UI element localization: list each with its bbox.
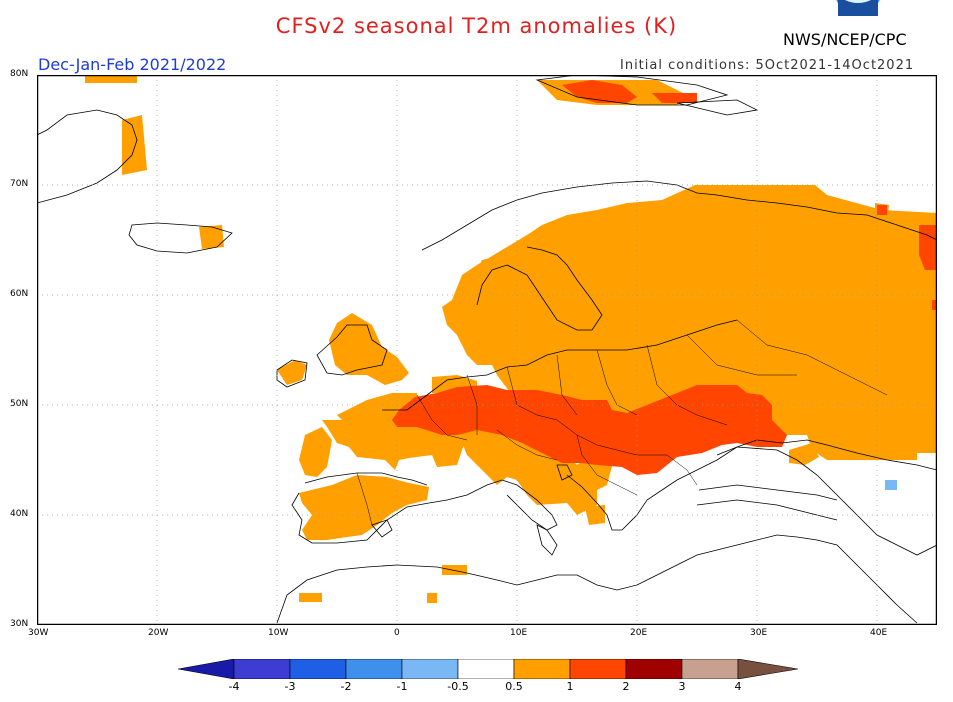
colorbar-label: 1 (566, 680, 574, 693)
lat-tick-label: 80N (10, 69, 29, 79)
coastlines (37, 75, 937, 624)
agency-label: NWS/NCEP/CPC (783, 30, 907, 49)
lat-tick-label: 40N (10, 509, 29, 519)
lon-tick-label: 10E (510, 628, 528, 638)
colorbar-label: -3 (284, 680, 296, 693)
colorbar-label: 2 (622, 680, 630, 693)
lon-tick-label: 30W (28, 628, 49, 638)
graticule (37, 75, 937, 625)
colorbar-label: 4 (734, 680, 742, 693)
lon-tick-label: 30E (750, 628, 768, 638)
colorbar-label: -1 (396, 680, 408, 693)
borders (356, 319, 888, 526)
lat-tick-label: 30N (10, 619, 29, 629)
anomaly-fill-0.5-1 (85, 75, 937, 603)
colorbar (178, 659, 798, 679)
season-label: Dec-Jan-Feb 2021/2022 (38, 55, 227, 74)
lat-tick-label: 50N (10, 399, 29, 409)
lon-tick-label: 20E (630, 628, 648, 638)
lon-tick-label: 20W (148, 628, 169, 638)
anomaly-fill-negative (885, 480, 897, 490)
lat-tick-label: 60N (10, 289, 29, 299)
colorbar-label: 3 (678, 680, 686, 693)
lon-tick-label: 40E (870, 628, 888, 638)
colorbar-label: 0.5 (505, 680, 523, 693)
lat-tick-label: 70N (10, 179, 29, 189)
anomaly-map (37, 75, 937, 625)
colorbar-label: -4 (228, 680, 240, 693)
noaa-logo-icon (836, 0, 880, 16)
colorbar-label: -2 (340, 680, 352, 693)
lon-tick-label: 10W (268, 628, 289, 638)
chart-title: CFSv2 seasonal T2m anomalies (K) (275, 14, 678, 38)
initial-conditions-label: Initial conditions: 5Oct2021-14Oct2021 (620, 58, 915, 73)
colorbar-label: -0.5 (447, 680, 469, 693)
lon-tick-label: 0 (394, 628, 400, 638)
